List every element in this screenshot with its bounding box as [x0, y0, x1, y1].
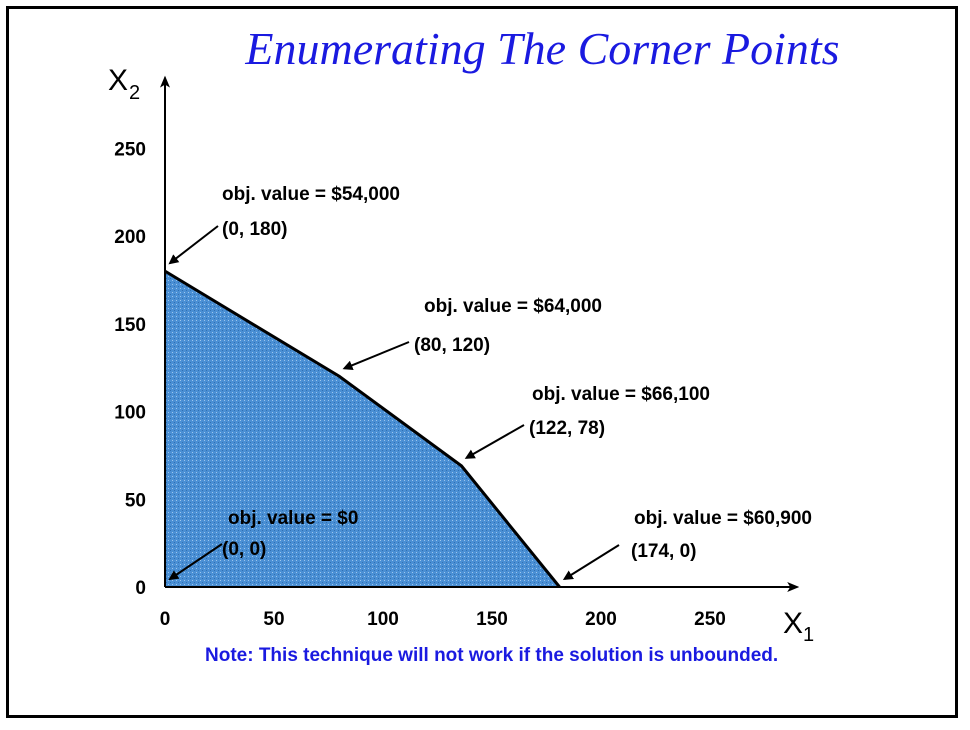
- y-axis-label: X: [108, 64, 128, 97]
- y-tick-label: 250: [114, 139, 146, 160]
- corner-arrow: [342, 341, 410, 371]
- corner-arrow: [168, 543, 223, 581]
- y-tick-label: 200: [114, 227, 146, 248]
- corner-arrow: [168, 225, 219, 265]
- chart-title: Enumerating The Corner Points: [245, 23, 840, 74]
- x-tick-label: 50: [263, 609, 284, 630]
- corner-value-label: obj. value = $64,000: [424, 296, 602, 317]
- corner-value-label: obj. value = $66,100: [532, 384, 710, 405]
- x-axis-label-sub: 1: [803, 624, 814, 646]
- feasible-region: [165, 271, 560, 587]
- x-tick-label: 200: [585, 609, 617, 630]
- x-tick-label: 150: [476, 609, 508, 630]
- corner-coord-label: (174, 0): [631, 541, 696, 562]
- note-text: Note: This technique will not work if th…: [205, 645, 779, 666]
- x-axis-label: X: [783, 607, 803, 640]
- corner-coord-label: (0, 180): [222, 219, 287, 240]
- y-tick-label: 50: [125, 490, 146, 511]
- corner-arrow: [464, 424, 525, 459]
- y-axis-label-sub: 2: [129, 82, 140, 104]
- y-tick-label: 150: [114, 315, 146, 336]
- y-tick-label: 0: [135, 578, 146, 599]
- corner-coord-label: (80, 120): [414, 335, 490, 356]
- corner-coord-label: (122, 78): [529, 418, 605, 439]
- corner-coord-label: (0, 0): [222, 539, 266, 560]
- x-tick-label: 0: [160, 609, 171, 630]
- x-tick-label: 250: [694, 609, 726, 630]
- corner-value-label: obj. value = $54,000: [222, 184, 400, 205]
- constraint-boundary: [164, 269, 561, 588]
- x-tick-label: 100: [367, 609, 399, 630]
- corner-value-label: obj. value = $60,900: [634, 508, 812, 529]
- corner-arrow: [562, 544, 620, 581]
- y-tick-label: 100: [114, 403, 146, 424]
- corner-value-label: obj. value = $0: [228, 508, 358, 529]
